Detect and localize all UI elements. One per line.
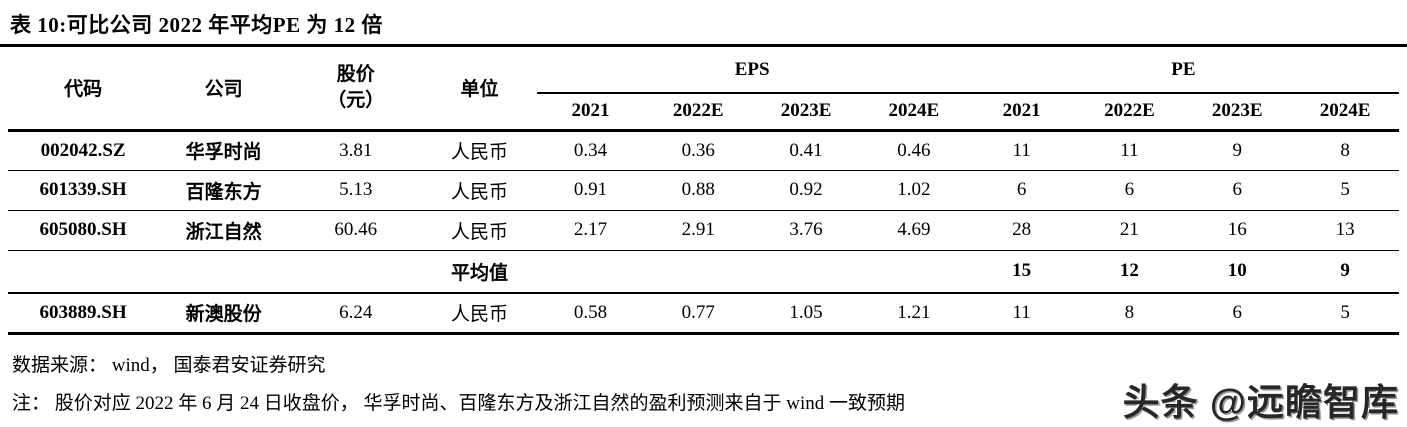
year-header: 2024E xyxy=(859,93,968,132)
cell-pe: 11 xyxy=(1075,130,1184,171)
cell-pe: 6 xyxy=(1183,170,1292,211)
cell-pe: 11 xyxy=(967,293,1076,335)
footnote: 注： 股价对应 2022 年 6 月 24 日收盘价， 华孚时尚、百隆东方及浙江… xyxy=(12,392,906,414)
year-header: 2022E xyxy=(1075,93,1184,132)
cell-code: 603889.SH xyxy=(8,293,159,335)
cell-eps: 4.69 xyxy=(859,210,968,251)
cell-pe: 13 xyxy=(1291,210,1399,251)
cell-pe: 16 xyxy=(1183,210,1292,251)
cell-eps: 3.76 xyxy=(752,210,860,251)
cell-company: 浙江自然 xyxy=(158,210,289,251)
table-row: 002042.SZ 华孚时尚 3.81 人民币 0.34 0.36 0.41 0… xyxy=(8,130,1399,171)
col-header-price: 股价 （元） xyxy=(288,47,423,132)
col-header-code: 代码 xyxy=(8,47,159,132)
cell-price: 60.46 xyxy=(288,210,423,251)
col-header-price-line2: （元） xyxy=(327,89,385,111)
cell-pe: 6 xyxy=(967,170,1076,211)
cell-empty xyxy=(859,250,968,294)
cell-code: 002042.SZ xyxy=(8,130,159,171)
cell-price: 5.13 xyxy=(288,170,423,211)
cell-eps: 0.41 xyxy=(752,130,860,171)
cell-eps: 1.05 xyxy=(752,293,860,335)
cell-empty xyxy=(752,250,860,294)
cell-pe: 5 xyxy=(1291,170,1399,211)
year-header-row: 2021 2022E 2023E 2024E 2021 2022E 2023E … xyxy=(8,93,1399,132)
watermark-toutiao-yuanzhan: 头条 @远瞻智库 xyxy=(1122,382,1399,423)
average-label: 平均值 xyxy=(422,250,537,294)
table-row: 605080.SH 浙江自然 60.46 人民币 2.17 2.91 3.76 … xyxy=(8,210,1399,251)
cell-eps: 0.92 xyxy=(752,170,860,211)
year-header: 2021 xyxy=(536,93,645,132)
cell-avg-pe: 12 xyxy=(1075,250,1184,294)
group-header-eps: EPS xyxy=(536,47,968,94)
cell-pe: 28 xyxy=(967,210,1076,251)
cell-eps: 1.21 xyxy=(859,293,968,335)
table-title: 表 10:可比公司 2022 年平均PE 为 12 倍 xyxy=(0,0,1407,47)
col-header-price-line1: 股价 xyxy=(336,64,375,86)
cell-pe: 5 xyxy=(1291,293,1399,335)
cell-pe: 8 xyxy=(1075,293,1184,335)
cell-pe: 8 xyxy=(1291,130,1399,171)
cell-empty xyxy=(536,250,645,294)
cell-pe: 6 xyxy=(1075,170,1184,211)
comparable-companies-table-wrap: 代码 公司 股价 （元） 单位 EPS PE 2021 2022E 20 xyxy=(0,47,1407,335)
year-header: 2023E xyxy=(752,93,860,132)
group-header-pe: PE xyxy=(967,47,1399,94)
cell-avg-pe: 10 xyxy=(1183,250,1292,294)
cell-eps: 1.02 xyxy=(859,170,968,211)
average-row: 平均值 15 12 10 9 xyxy=(8,250,1399,294)
cell-eps: 0.91 xyxy=(536,170,645,211)
cell-eps: 2.91 xyxy=(644,210,753,251)
data-source-note: 数据来源： wind， 国泰君安证券研究 xyxy=(12,354,326,376)
cell-unit: 人民币 xyxy=(422,210,537,251)
cell-code: 605080.SH xyxy=(8,210,159,251)
cell-avg-pe: 15 xyxy=(967,250,1076,294)
year-header: 2023E xyxy=(1183,93,1292,132)
cell-eps: 0.88 xyxy=(644,170,753,211)
year-header: 2024E xyxy=(1291,93,1399,132)
cell-code: 601339.SH xyxy=(8,170,159,211)
cell-company: 百隆东方 xyxy=(158,170,289,211)
comparable-companies-table: 代码 公司 股价 （元） 单位 EPS PE 2021 2022E 20 xyxy=(8,47,1399,335)
cell-empty xyxy=(158,250,289,294)
table-row: 603889.SH 新澳股份 6.24 人民币 0.58 0.77 1.05 1… xyxy=(8,293,1399,335)
cell-eps: 0.77 xyxy=(644,293,753,335)
year-header: 2021 xyxy=(967,93,1076,132)
cell-company: 新澳股份 xyxy=(158,293,289,335)
group-header-row: 代码 公司 股价 （元） 单位 EPS PE xyxy=(8,47,1399,132)
cell-avg-pe: 9 xyxy=(1291,250,1399,294)
cell-pe: 21 xyxy=(1075,210,1184,251)
table-body: 002042.SZ 华孚时尚 3.81 人民币 0.34 0.36 0.41 0… xyxy=(8,130,1399,335)
cell-pe: 6 xyxy=(1183,293,1292,335)
table-row: 601339.SH 百隆东方 5.13 人民币 0.91 0.88 0.92 1… xyxy=(8,170,1399,211)
cell-price: 3.81 xyxy=(288,130,423,171)
cell-eps: 0.36 xyxy=(644,130,753,171)
cell-company: 华孚时尚 xyxy=(158,130,289,171)
col-header-company: 公司 xyxy=(158,47,289,132)
cell-unit: 人民币 xyxy=(422,293,537,335)
cell-price: 6.24 xyxy=(288,293,423,335)
cell-pe: 11 xyxy=(967,130,1076,171)
cell-empty xyxy=(288,250,423,294)
cell-empty xyxy=(8,250,159,294)
cell-pe: 9 xyxy=(1183,130,1292,171)
cell-unit: 人民币 xyxy=(422,170,537,211)
cell-eps: 0.34 xyxy=(536,130,645,171)
cell-eps: 0.58 xyxy=(536,293,645,335)
cell-empty xyxy=(644,250,753,294)
col-header-unit: 单位 xyxy=(422,47,537,132)
year-header: 2022E xyxy=(644,93,753,132)
cell-eps: 2.17 xyxy=(536,210,645,251)
cell-eps: 0.46 xyxy=(859,130,968,171)
cell-unit: 人民币 xyxy=(422,130,537,171)
table-header: 代码 公司 股价 （元） 单位 EPS PE 2021 2022E 20 xyxy=(8,47,1399,132)
